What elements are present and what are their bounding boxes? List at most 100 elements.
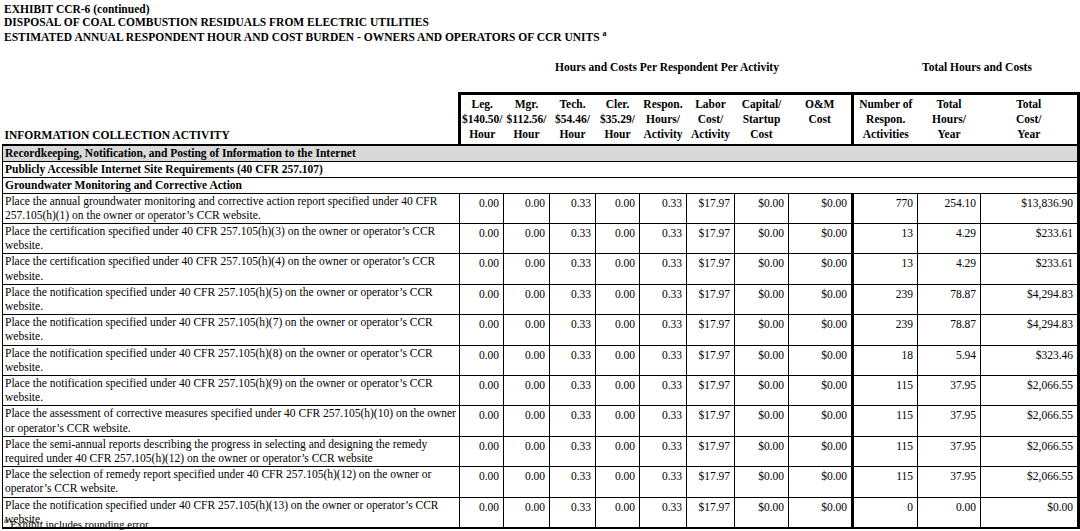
section-label: Recordkeeping, Notification, and Posting… xyxy=(3,145,1079,162)
labor-cost-cell: $17.97 xyxy=(687,193,735,223)
column-header-total-hours: TotalHours/Year xyxy=(918,94,981,145)
table-row: Place the notification specified under 4… xyxy=(3,345,1079,375)
respon-hours-cell: 0.33 xyxy=(640,436,687,466)
total-cost-cell: $2,066.55 xyxy=(981,467,1079,497)
om-cost-cell: $0.00 xyxy=(789,406,853,436)
om-cost-cell: $0.00 xyxy=(789,193,853,223)
tech-cell: 0.33 xyxy=(550,436,596,466)
table-row: Place the notification specified under 4… xyxy=(3,375,1079,405)
num-activities-cell: 18 xyxy=(853,345,918,375)
cler-cell: 0.00 xyxy=(596,223,640,253)
mgr-cell: 0.00 xyxy=(504,315,550,345)
capital-cost-cell: $0.00 xyxy=(735,497,789,528)
activity-cell: Place the certification specified under … xyxy=(3,223,460,253)
section-label: Publicly Accessible Internet Site Requir… xyxy=(3,161,1079,177)
om-cost-cell: $0.00 xyxy=(789,467,853,497)
section-row-internet-site: Publicly Accessible Internet Site Requir… xyxy=(3,161,1079,177)
mgr-cell: 0.00 xyxy=(504,193,550,223)
tech-cell: 0.33 xyxy=(550,375,596,405)
table-row: Place the certification specified under … xyxy=(3,254,1079,284)
tech-cell: 0.33 xyxy=(550,223,596,253)
num-activities-cell: 0 xyxy=(853,497,918,528)
capital-cost-cell: $0.00 xyxy=(735,436,789,466)
leg-cell: 0.00 xyxy=(460,497,504,528)
respon-hours-cell: 0.33 xyxy=(640,254,687,284)
om-cost-cell: $0.00 xyxy=(789,375,853,405)
column-header-om-cost: O&MCost xyxy=(789,94,853,145)
leg-cell: 0.00 xyxy=(460,223,504,253)
labor-cost-cell: $17.97 xyxy=(687,467,735,497)
labor-cost-cell: $17.97 xyxy=(687,436,735,466)
capital-cost-cell: $0.00 xyxy=(735,223,789,253)
activity-cell: Place the notification specified under 4… xyxy=(3,345,460,375)
activity-cell: Place the notification specified under 4… xyxy=(3,375,460,405)
respon-hours-cell: 0.33 xyxy=(640,193,687,223)
cler-cell: 0.00 xyxy=(596,436,640,466)
table-row: Place the notification specified under 4… xyxy=(3,315,1079,345)
column-header-labor-cost: LaborCost/Activity xyxy=(687,94,735,145)
respon-hours-cell: 0.33 xyxy=(640,467,687,497)
capital-cost-cell: $0.00 xyxy=(735,345,789,375)
total-cost-cell: $233.61 xyxy=(981,223,1079,253)
capital-cost-cell: $0.00 xyxy=(735,406,789,436)
total-hours-cell: 4.29 xyxy=(918,254,981,284)
section-label: Groundwater Monitoring and Corrective Ac… xyxy=(3,177,1079,193)
exhibit-number: EXHIBIT CCR-6 (continued) xyxy=(4,3,607,16)
capital-cost-cell: $0.00 xyxy=(735,193,789,223)
num-activities-cell: 115 xyxy=(853,375,918,405)
mgr-cell: 0.00 xyxy=(504,497,550,528)
leg-cell: 0.00 xyxy=(460,284,504,314)
total-hours-cell: 37.95 xyxy=(918,375,981,405)
exhibit-subject: DISPOSAL OF COAL COMBUSTION RESIDUALS FR… xyxy=(4,16,607,29)
leg-cell: 0.00 xyxy=(460,375,504,405)
respon-hours-cell: 0.33 xyxy=(640,223,687,253)
cler-cell: 0.00 xyxy=(596,406,640,436)
om-cost-cell: $0.00 xyxy=(789,223,853,253)
total-cost-cell: $0.00 xyxy=(981,497,1079,528)
capital-cost-cell: $0.00 xyxy=(735,284,789,314)
column-header-num-activities: Number ofRespon.Activities xyxy=(853,94,918,145)
activity-cell: Place the certification specified under … xyxy=(3,254,460,284)
total-cost-cell: $2,066.55 xyxy=(981,406,1079,436)
column-header-respon-hours: Respon.Hours/Activity xyxy=(640,94,687,145)
num-activities-cell: 239 xyxy=(853,315,918,345)
num-activities-cell: 239 xyxy=(853,284,918,314)
capital-cost-cell: $0.00 xyxy=(735,467,789,497)
num-activities-cell: 770 xyxy=(853,193,918,223)
capital-cost-cell: $0.00 xyxy=(735,375,789,405)
leg-cell: 0.00 xyxy=(460,406,504,436)
mgr-cell: 0.00 xyxy=(504,284,550,314)
activity-cell: Place the notification specified under 4… xyxy=(3,315,460,345)
table-row: Place the selection of remedy report spe… xyxy=(3,467,1079,497)
respon-hours-cell: 0.33 xyxy=(640,284,687,314)
table-row: Place the certification specified under … xyxy=(3,223,1079,253)
total-hours-cell: 5.94 xyxy=(918,345,981,375)
num-activities-cell: 115 xyxy=(853,436,918,466)
labor-cost-cell: $17.97 xyxy=(687,284,735,314)
mgr-cell: 0.00 xyxy=(504,345,550,375)
capital-cost-cell: $0.00 xyxy=(735,315,789,345)
activity-cell: Place the assessment of corrective measu… xyxy=(3,406,460,436)
capital-cost-cell: $0.00 xyxy=(735,254,789,284)
column-header-activity: INFORMATION COLLECTION ACTIVITY xyxy=(3,94,460,145)
column-header-capital-cost: Capital/StartupCost xyxy=(735,94,789,145)
column-header-tech: Tech.$54.46/Hour xyxy=(550,94,596,145)
table-row: Place the notification specified under 4… xyxy=(3,284,1079,314)
respon-hours-cell: 0.33 xyxy=(640,375,687,405)
labor-cost-cell: $17.97 xyxy=(687,345,735,375)
table-row: Place the assessment of corrective measu… xyxy=(3,406,1079,436)
num-activities-cell: 13 xyxy=(853,223,918,253)
document-page: { "titles": { "line1": "EXHIBIT CCR-6 (c… xyxy=(0,0,1080,531)
burden-table: INFORMATION COLLECTION ACTIVITY Leg.$140… xyxy=(2,92,1080,529)
respon-hours-cell: 0.33 xyxy=(640,345,687,375)
cler-cell: 0.00 xyxy=(596,345,640,375)
total-hours-cell: 78.87 xyxy=(918,284,981,314)
cler-cell: 0.00 xyxy=(596,284,640,314)
exhibit-title-block: EXHIBIT CCR-6 (continued) DISPOSAL OF CO… xyxy=(4,3,607,44)
mgr-cell: 0.00 xyxy=(504,223,550,253)
column-header-total-cost: TotalCost/Year xyxy=(981,94,1079,145)
total-cost-cell: $323.46 xyxy=(981,345,1079,375)
leg-cell: 0.00 xyxy=(460,467,504,497)
tech-cell: 0.33 xyxy=(550,284,596,314)
cler-cell: 0.00 xyxy=(596,254,640,284)
